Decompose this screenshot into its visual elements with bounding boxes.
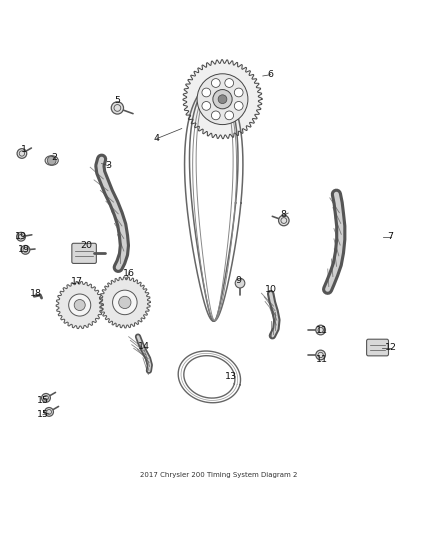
Text: 2017 Chrysler 200 Timing System Diagram 2: 2017 Chrysler 200 Timing System Diagram … <box>140 472 298 478</box>
Circle shape <box>218 95 227 103</box>
Text: 8: 8 <box>281 211 287 219</box>
Circle shape <box>225 111 233 120</box>
Circle shape <box>42 393 50 402</box>
Circle shape <box>225 79 233 87</box>
Text: 2: 2 <box>52 154 58 163</box>
Text: 17: 17 <box>71 277 83 286</box>
Text: 1: 1 <box>21 144 27 154</box>
Circle shape <box>113 290 137 314</box>
Text: 11: 11 <box>316 326 328 335</box>
Circle shape <box>235 278 245 288</box>
Circle shape <box>197 74 248 125</box>
Text: 20: 20 <box>81 241 93 250</box>
Text: 9: 9 <box>236 276 242 285</box>
Text: 18: 18 <box>30 289 42 298</box>
Circle shape <box>279 215 289 226</box>
Text: 16: 16 <box>123 269 135 278</box>
Circle shape <box>111 102 124 114</box>
Text: 11: 11 <box>316 355 328 364</box>
Circle shape <box>17 232 25 241</box>
Text: 6: 6 <box>268 70 274 79</box>
Text: 4: 4 <box>154 134 160 143</box>
Circle shape <box>212 111 220 120</box>
Circle shape <box>202 88 211 97</box>
Text: 19: 19 <box>15 232 27 241</box>
Text: 13: 13 <box>225 373 237 382</box>
Circle shape <box>17 149 27 158</box>
Circle shape <box>316 350 325 360</box>
Text: 14: 14 <box>138 342 150 351</box>
Text: 15: 15 <box>37 395 49 405</box>
FancyBboxPatch shape <box>72 243 96 263</box>
Circle shape <box>47 156 56 165</box>
Circle shape <box>202 101 211 110</box>
Text: 3: 3 <box>106 161 112 170</box>
Circle shape <box>212 79 220 87</box>
Text: 5: 5 <box>114 96 120 106</box>
Text: 19: 19 <box>18 245 30 254</box>
Circle shape <box>316 325 325 335</box>
Circle shape <box>21 246 30 254</box>
Circle shape <box>234 101 243 110</box>
Polygon shape <box>183 60 262 139</box>
Text: 15: 15 <box>37 410 49 419</box>
Circle shape <box>213 90 232 109</box>
Circle shape <box>45 408 53 416</box>
Text: 7: 7 <box>388 232 394 241</box>
Circle shape <box>119 296 131 309</box>
FancyBboxPatch shape <box>367 339 389 356</box>
Circle shape <box>183 60 262 139</box>
Circle shape <box>74 300 85 311</box>
Polygon shape <box>56 281 103 328</box>
Circle shape <box>234 88 243 97</box>
Polygon shape <box>99 277 150 328</box>
Ellipse shape <box>45 156 58 165</box>
Text: 12: 12 <box>385 343 397 352</box>
Text: 10: 10 <box>265 285 277 294</box>
Circle shape <box>69 294 91 316</box>
